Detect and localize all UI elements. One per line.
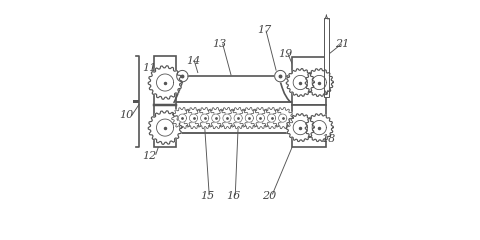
Text: 10: 10: [119, 110, 133, 120]
Polygon shape: [278, 114, 286, 122]
Polygon shape: [182, 108, 204, 129]
Polygon shape: [249, 108, 271, 129]
Polygon shape: [176, 70, 188, 82]
Polygon shape: [205, 108, 226, 129]
Text: 13: 13: [212, 39, 226, 49]
Polygon shape: [286, 114, 313, 142]
Text: 18: 18: [321, 134, 335, 144]
Polygon shape: [286, 69, 313, 96]
Polygon shape: [260, 108, 282, 129]
Polygon shape: [267, 114, 275, 122]
Polygon shape: [305, 69, 333, 96]
Text: 21: 21: [335, 39, 349, 49]
Polygon shape: [222, 114, 230, 122]
Text: 14: 14: [186, 56, 200, 66]
Polygon shape: [148, 111, 181, 144]
Polygon shape: [305, 114, 333, 142]
Text: 15: 15: [200, 191, 214, 201]
Polygon shape: [272, 108, 293, 129]
Polygon shape: [227, 108, 248, 129]
Bar: [291, 57, 325, 105]
Polygon shape: [178, 114, 186, 122]
Polygon shape: [193, 108, 215, 129]
Polygon shape: [148, 66, 181, 99]
Polygon shape: [274, 70, 286, 82]
Polygon shape: [256, 114, 264, 122]
Polygon shape: [216, 108, 237, 129]
Text: 16: 16: [226, 191, 240, 201]
Polygon shape: [211, 114, 219, 122]
Polygon shape: [245, 114, 253, 122]
Bar: [154, 56, 176, 147]
Polygon shape: [200, 114, 208, 122]
Polygon shape: [171, 108, 192, 129]
Text: 11: 11: [142, 63, 156, 73]
Polygon shape: [234, 114, 242, 122]
Text: 20: 20: [261, 191, 276, 201]
Text: 17: 17: [257, 25, 271, 35]
Polygon shape: [238, 108, 259, 129]
Text: 19: 19: [278, 48, 292, 59]
Text: 12: 12: [142, 150, 156, 161]
Bar: [323, 18, 328, 97]
Bar: [291, 105, 325, 147]
Polygon shape: [189, 114, 197, 122]
